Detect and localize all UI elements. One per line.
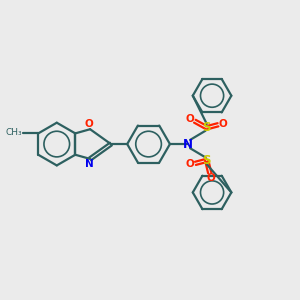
Text: O: O bbox=[185, 114, 194, 124]
Text: O: O bbox=[219, 119, 228, 129]
Text: CH₃: CH₃ bbox=[5, 128, 22, 137]
Text: O: O bbox=[186, 159, 194, 169]
Text: S: S bbox=[202, 154, 211, 167]
Text: S: S bbox=[202, 121, 211, 134]
Text: O: O bbox=[85, 119, 93, 129]
Text: N: N bbox=[183, 138, 193, 151]
Text: O: O bbox=[206, 173, 215, 183]
Text: N: N bbox=[85, 159, 93, 169]
